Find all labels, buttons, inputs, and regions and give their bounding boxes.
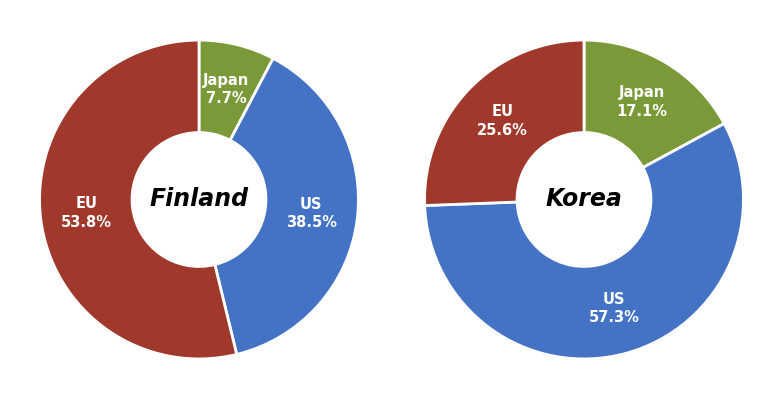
Wedge shape — [424, 124, 743, 359]
Text: Korea: Korea — [546, 188, 622, 211]
Text: US
57.3%: US 57.3% — [589, 292, 639, 326]
Text: US
38.5%: US 38.5% — [286, 197, 337, 230]
Text: EU
53.8%: EU 53.8% — [61, 196, 112, 230]
Text: Finland: Finland — [150, 188, 248, 211]
Wedge shape — [215, 58, 359, 354]
Wedge shape — [424, 40, 584, 205]
Text: Japan
17.1%: Japan 17.1% — [616, 85, 667, 119]
Wedge shape — [199, 40, 273, 140]
Text: EU
25.6%: EU 25.6% — [477, 104, 528, 138]
Wedge shape — [584, 40, 724, 168]
Text: Japan
7.7%: Japan 7.7% — [203, 73, 249, 107]
Wedge shape — [40, 40, 236, 359]
